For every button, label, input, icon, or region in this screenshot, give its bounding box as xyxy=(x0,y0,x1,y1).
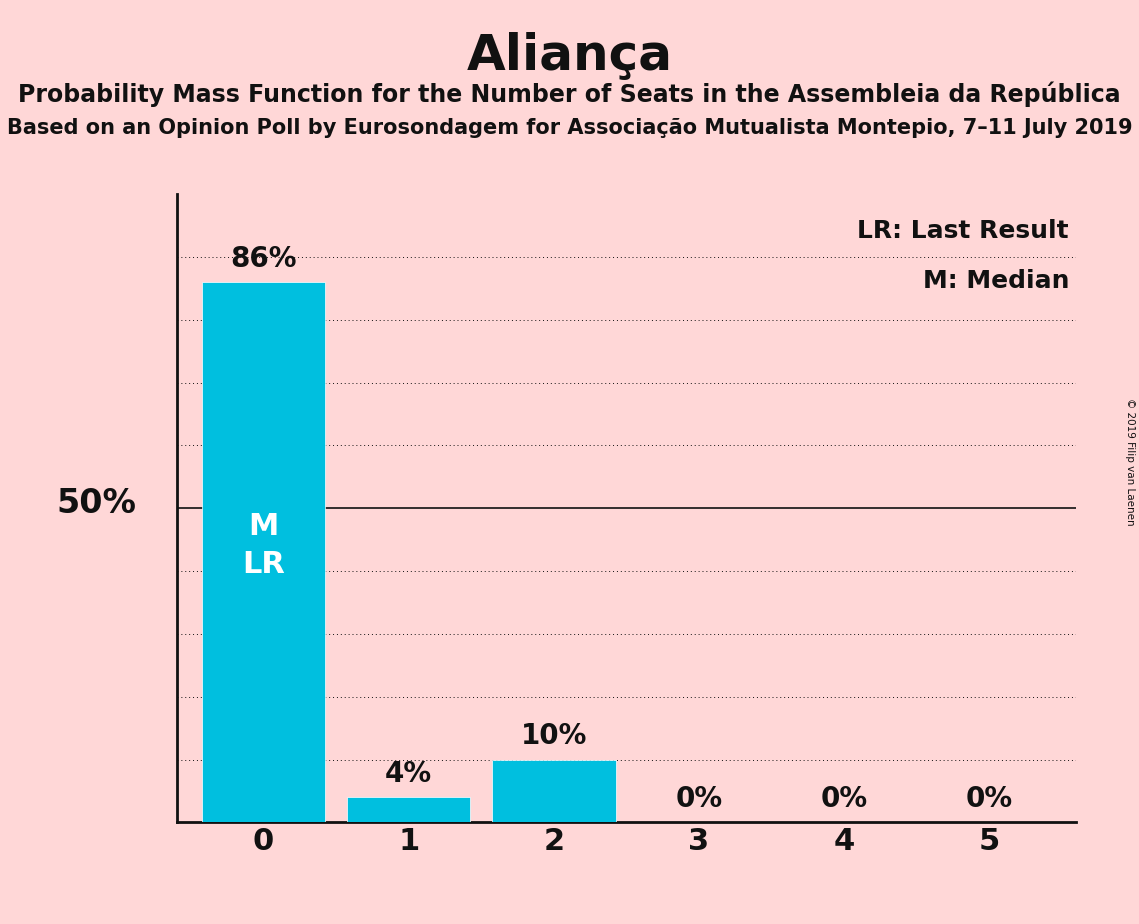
Text: © 2019 Filip van Laenen: © 2019 Filip van Laenen xyxy=(1125,398,1134,526)
Text: LR: Last Result: LR: Last Result xyxy=(858,219,1070,243)
Text: Probability Mass Function for the Number of Seats in the Assembleia da República: Probability Mass Function for the Number… xyxy=(18,81,1121,107)
Text: 0%: 0% xyxy=(820,784,868,813)
Text: Based on an Opinion Poll by Eurosondagem for Associação Mutualista Montepio, 7–1: Based on an Opinion Poll by Eurosondagem… xyxy=(7,118,1132,139)
Text: 10%: 10% xyxy=(521,722,587,750)
Text: M
LR: M LR xyxy=(243,512,285,579)
Text: M: Median: M: Median xyxy=(923,270,1070,294)
Text: 86%: 86% xyxy=(230,245,297,273)
Text: 0%: 0% xyxy=(675,784,722,813)
Text: Aliança: Aliança xyxy=(467,32,672,80)
Text: 0%: 0% xyxy=(966,784,1013,813)
Bar xyxy=(492,760,615,822)
Text: 50%: 50% xyxy=(57,487,137,520)
Bar xyxy=(347,797,470,822)
Text: 4%: 4% xyxy=(385,760,433,788)
Bar xyxy=(202,282,326,822)
